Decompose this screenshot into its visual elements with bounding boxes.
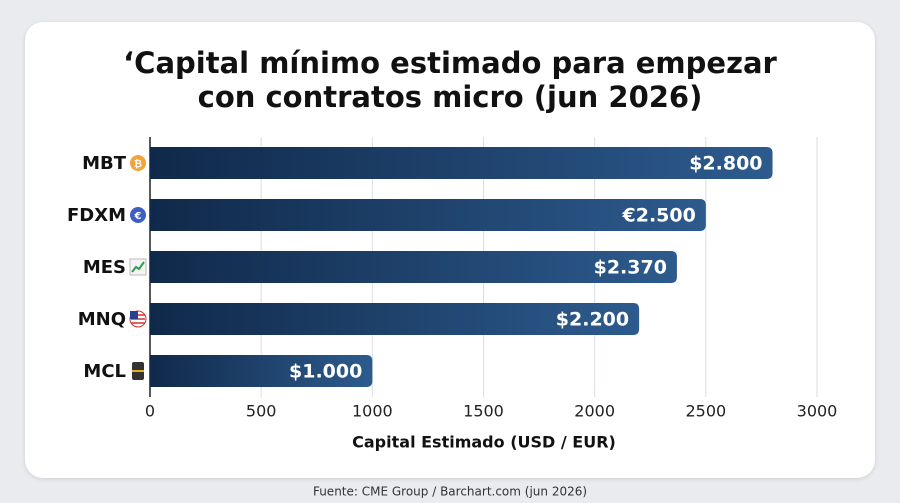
x-tick-label: 0	[145, 402, 155, 421]
category-icon: ₿	[130, 155, 146, 171]
value-label: $2.370	[594, 257, 667, 279]
x-axis-label: Capital Estimado (USD / EUR)	[352, 433, 616, 452]
icon-coin	[130, 207, 146, 223]
icon-frame	[129, 258, 147, 276]
value-label: $1.000	[289, 361, 362, 383]
y-tick-label: FDXM	[67, 205, 126, 226]
y-tick-label: MCL	[83, 361, 126, 382]
y-tick-label: MBT	[82, 153, 127, 174]
icon-coin	[130, 155, 146, 171]
x-tick-label: 2000	[574, 402, 615, 421]
value-label: $2.200	[556, 309, 629, 331]
bar	[150, 147, 773, 179]
bar	[150, 251, 677, 283]
category-icon	[129, 258, 147, 276]
y-tick-label: MES	[83, 257, 126, 278]
x-tick-label: 3000	[797, 402, 838, 421]
category-icon	[132, 362, 144, 380]
icon-canton	[130, 311, 138, 319]
category-icon	[129, 310, 147, 328]
bar	[150, 303, 640, 335]
chart-title: ‘Capital mínimo estimado para empezar co…	[123, 46, 777, 114]
icon-trend	[131, 261, 145, 273]
value-label: €2.500	[622, 205, 696, 227]
y-tick-label: MNQ	[78, 309, 126, 330]
bar	[150, 355, 373, 387]
x-tick-label: 1000	[352, 402, 393, 421]
value-label: $2.800	[689, 153, 762, 175]
category-icon: €	[130, 207, 146, 223]
icon-glyph: ₿	[134, 158, 142, 170]
x-tick-label: 1500	[463, 402, 504, 421]
x-tick-label: 500	[246, 402, 277, 421]
x-tick-label: 2500	[685, 402, 726, 421]
card	[25, 22, 875, 478]
bar	[150, 199, 706, 231]
source: Fuente: CME Group / Barchart.com (jun 20…	[313, 485, 587, 499]
icon-glyph: €	[134, 211, 142, 222]
